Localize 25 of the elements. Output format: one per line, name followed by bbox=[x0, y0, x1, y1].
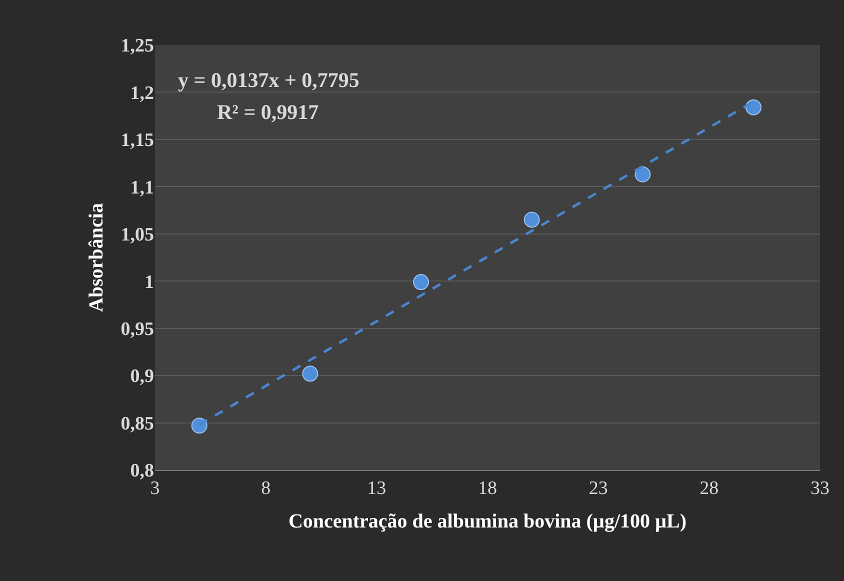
y-tick-label: 1 bbox=[144, 272, 154, 293]
y-tick-label: 0,95 bbox=[120, 318, 154, 340]
annotation: R² = 0,9917 bbox=[217, 100, 319, 124]
y-tick-label: 1,05 bbox=[120, 224, 154, 246]
y-tick-label: 1,15 bbox=[120, 130, 154, 152]
x-tick-label: 18 bbox=[478, 478, 497, 499]
point bbox=[634, 166, 651, 182]
x-tick-label: 28 bbox=[700, 478, 719, 499]
point bbox=[524, 212, 540, 228]
y-axis-title: Absorbância bbox=[85, 203, 108, 312]
point bbox=[191, 418, 208, 434]
point bbox=[302, 366, 318, 382]
x-tick-label: 23 bbox=[588, 478, 608, 499]
point bbox=[746, 99, 762, 116]
point bbox=[413, 274, 429, 290]
x-tick-label: 33 bbox=[810, 478, 830, 499]
x-tick-label: 8 bbox=[261, 478, 271, 499]
x-tick-label: 13 bbox=[367, 478, 386, 499]
y-tick-label: 1,25 bbox=[120, 36, 154, 57]
y-tick-label: 1,2 bbox=[130, 82, 154, 104]
y-tick-label: 0,85 bbox=[120, 413, 154, 434]
annotation: y = 0,0137x + 0,7795 bbox=[178, 68, 360, 92]
x-axis-title: Concentração de albumina bovina (µg/100 µL) bbox=[288, 510, 687, 532]
y-tick-label: 0,9 bbox=[130, 366, 154, 388]
y-tick-label: 1,1 bbox=[130, 177, 154, 198]
